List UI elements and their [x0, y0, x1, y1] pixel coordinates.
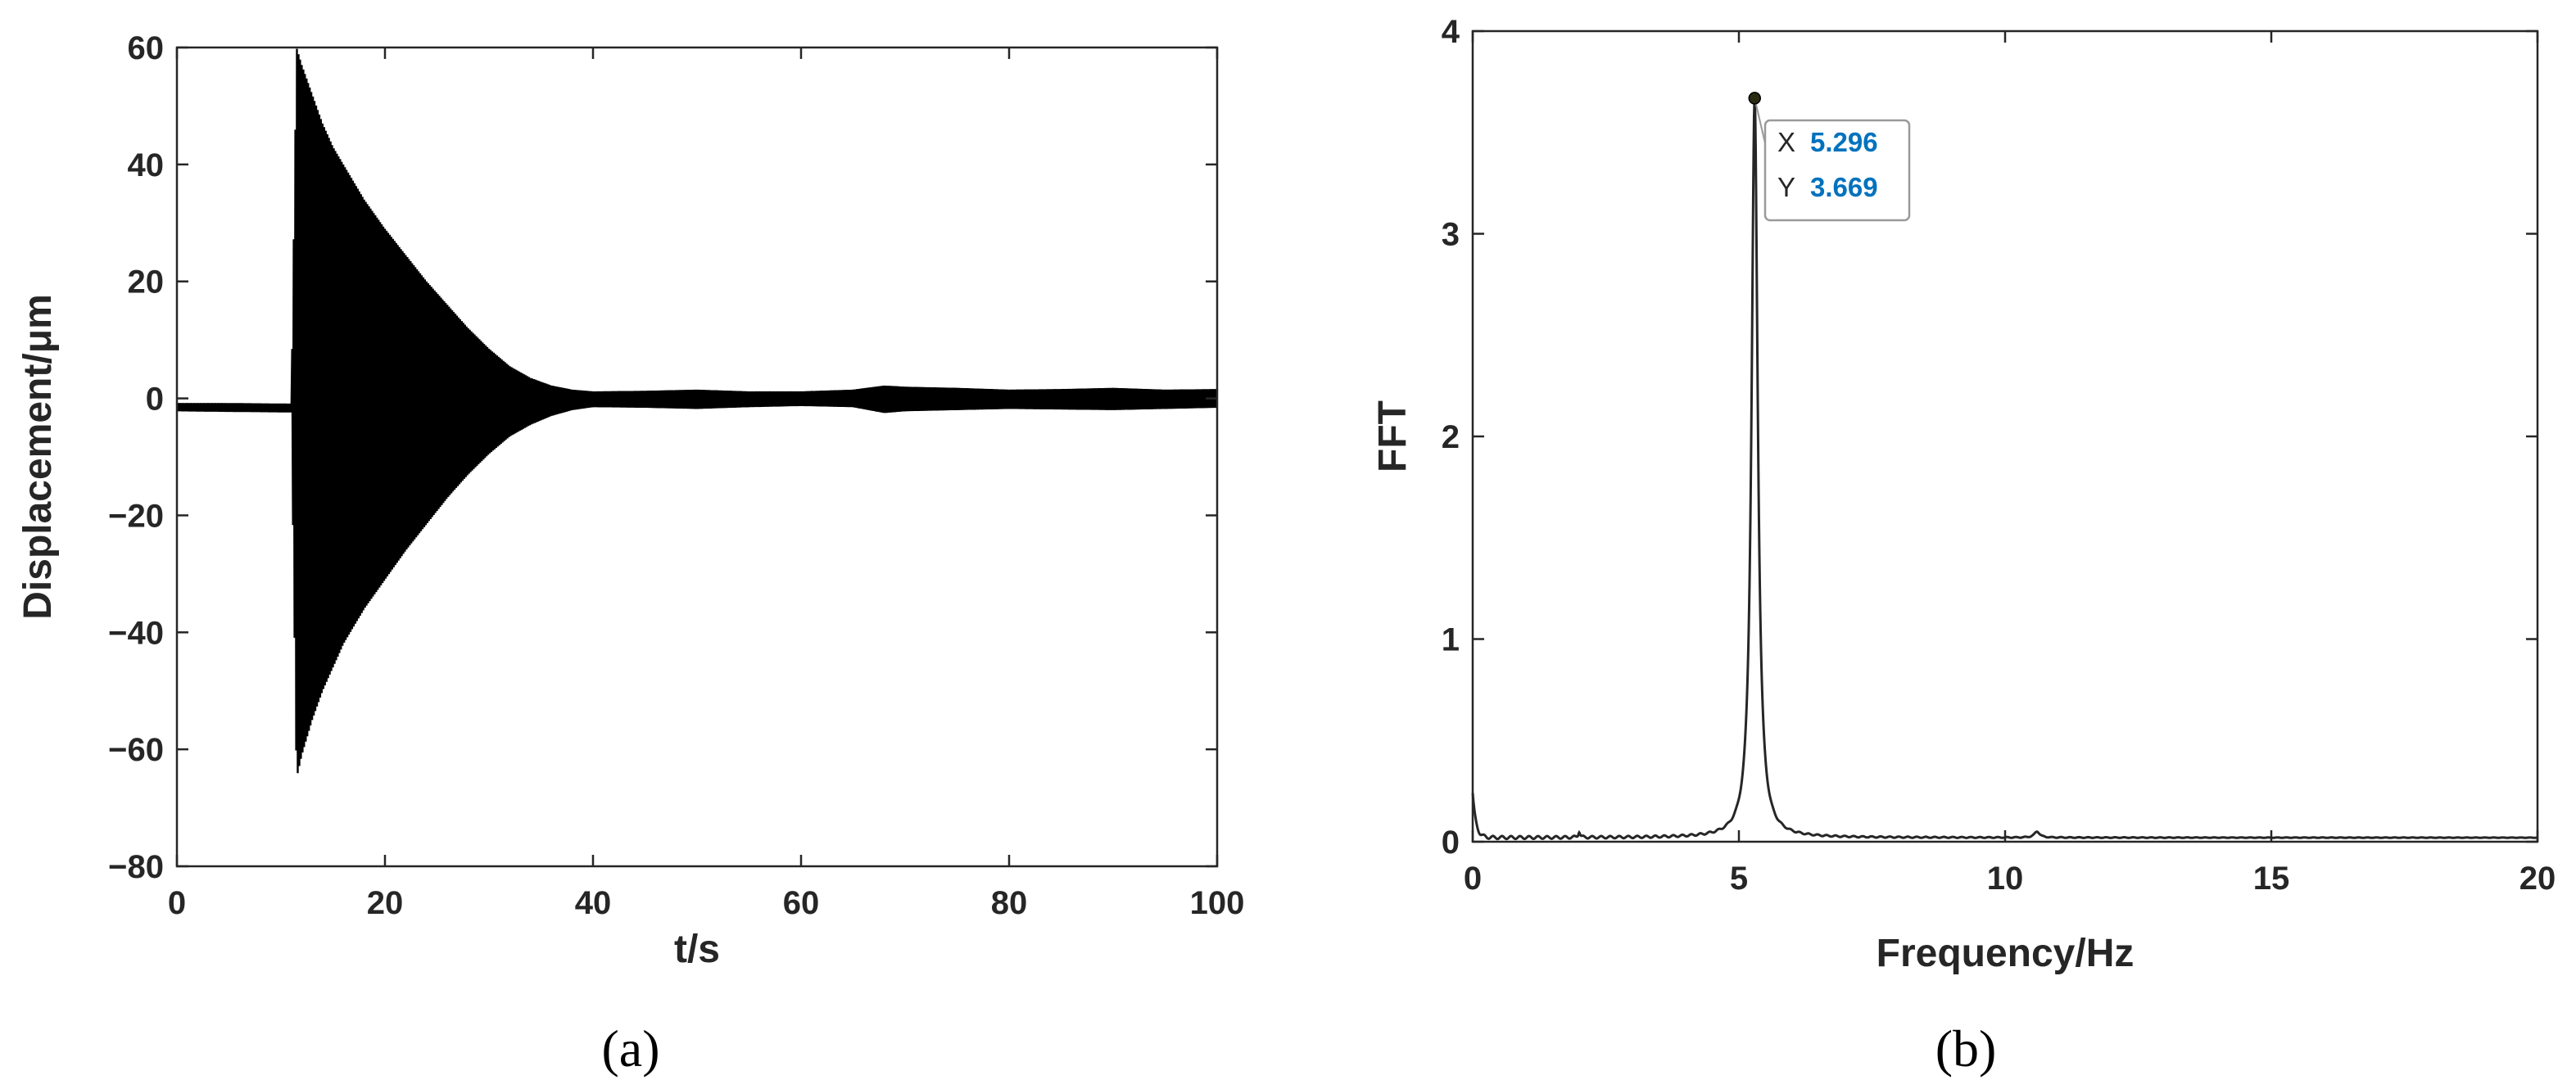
- panel-b-fft-line: [1471, 96, 2538, 841]
- panel-a-x-tick-label: 20: [367, 885, 404, 921]
- panel-b-datatip[interactable]: X 5.296 Y 3.669: [1748, 92, 1911, 222]
- panel-a-y-tick-label: 0: [146, 382, 164, 418]
- panel-a-y-axis-label: Displacement/μm: [16, 294, 60, 620]
- datatip-y-value: 3.669: [1810, 172, 1878, 202]
- panel-b-caption: (b): [1935, 1019, 1997, 1078]
- panel-b-x-tick-label: 20: [2519, 861, 2556, 897]
- panel-b-plot-frame: [1471, 29, 2539, 843]
- datatip-x-value: 5.296: [1810, 127, 1878, 157]
- panel-a-y-tick-label: −80: [108, 849, 164, 885]
- panel-a-signal-line: [175, 48, 1219, 774]
- datatip-y-key: Y: [1777, 172, 1795, 202]
- datatip-leader-line: [1754, 97, 1766, 144]
- panel-a-chart: 0 20 40 60 80 100 60 40 20 0 −20 −40 −60 −80 t/s Dis…: [16, 30, 1244, 1078]
- panel-a-signal-trace: [175, 48, 1219, 774]
- panel-b-x-tick-label: 5: [1730, 861, 1748, 897]
- datatip-marker[interactable]: [1748, 92, 1761, 105]
- panel-b-x-tick-label: 15: [2253, 861, 2290, 897]
- panel-b-x-axis-label: Frequency/Hz: [1877, 932, 2135, 975]
- panel-b-y-tick-label: 1: [1442, 622, 1460, 658]
- panel-a-y-tick-label: 20: [128, 264, 165, 300]
- panel-a-y-tick-label: 40: [128, 147, 165, 183]
- panel-b-y-axis-label: FFT: [1371, 400, 1415, 472]
- panel-b-y-tick-label: 4: [1442, 14, 1460, 50]
- panel-a-plot-frame: [175, 46, 1219, 868]
- panel-b-y-ticks: 4 3 2 1 0: [1442, 14, 2538, 861]
- panel-b-x-ticks: 0 5 10 15 20: [1464, 31, 2556, 897]
- panel-a-y-tick-label: 60: [128, 30, 165, 66]
- panel-a-y-tick-label: −20: [108, 498, 164, 534]
- datatip-box: [1763, 119, 1911, 222]
- panel-a-caption: (a): [601, 1019, 659, 1078]
- panel-a-x-tick-label: 0: [168, 885, 186, 921]
- panel-a-x-tick-label: 100: [1190, 885, 1245, 921]
- panel-b-fft-trace: [1471, 96, 2538, 841]
- panel-b-y-tick-label: 3: [1442, 217, 1460, 253]
- panel-b-y-tick-label: 2: [1442, 419, 1460, 455]
- panel-a-x-tick-label: 40: [575, 885, 612, 921]
- panel-a-y-ticks: 60 40 20 0 −20 −40 −60 −80: [108, 30, 1217, 885]
- panel-b-x-tick-label: 10: [1987, 861, 2024, 897]
- panel-a-y-tick-label: −40: [108, 615, 164, 651]
- panel-b-x-tick-label: 0: [1464, 861, 1482, 897]
- panel-a-y-tick-label: −60: [108, 732, 164, 768]
- panel-a-x-ticks: 0 20 40 60 80 100: [168, 47, 1245, 921]
- panel-a-x-tick-label: 60: [783, 885, 820, 921]
- datatip-x-key: X: [1777, 127, 1795, 157]
- panel-a-x-tick-label: 80: [991, 885, 1028, 921]
- panel-a-x-axis-label: t/s: [674, 928, 720, 971]
- panel-b-y-tick-label: 0: [1442, 825, 1460, 861]
